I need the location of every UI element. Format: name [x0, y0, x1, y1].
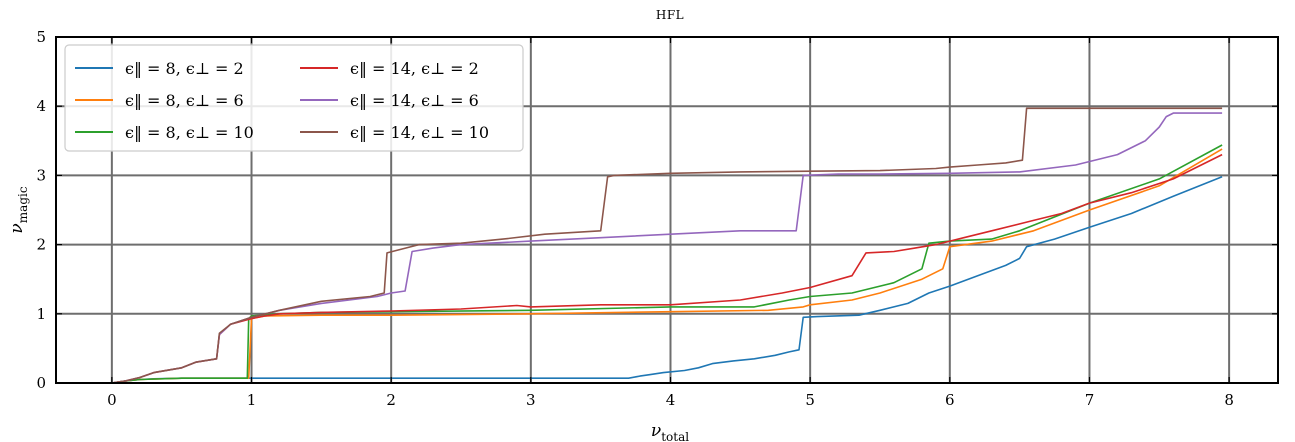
y-axis-label: νmagic: [7, 186, 30, 233]
y-axis-label-sub: magic: [16, 186, 30, 223]
grid: [56, 37, 1278, 383]
axis-ticks: 0 1 2 3 4 5 6 7 8 0 1 2 3 4 5: [36, 28, 1278, 409]
series-line-3: [111, 144, 1223, 384]
y-tick-label: 2: [36, 236, 46, 254]
series-line-2: [111, 148, 1223, 384]
series-line-1: [111, 176, 1223, 384]
y-tick-label: 1: [36, 305, 46, 323]
legend: ϵ‖ = 8, ϵ⊥ = 2 ϵ‖ = 8, ϵ⊥ = 6 ϵ‖ = 8, ϵ⊥ =…: [64, 44, 524, 152]
y-tick-label: 3: [36, 166, 46, 184]
y-tick-label: 0: [36, 374, 46, 392]
series-lines: [111, 107, 1223, 384]
x-tick-label: 3: [526, 391, 536, 409]
series-line-6: [111, 107, 1223, 384]
plot-frame: [55, 36, 1279, 384]
x-axis-label-main: ν: [651, 421, 661, 441]
x-tick-label: 1: [247, 391, 257, 409]
x-tick-label: 2: [386, 391, 396, 409]
x-tick-label: 8: [1224, 391, 1234, 409]
x-axis-label: νtotal: [651, 421, 689, 442]
legend-label: ϵ‖ = 8, ϵ⊥ = 6: [125, 91, 244, 110]
legend-box: [64, 44, 524, 152]
x-tick-label: 5: [805, 391, 815, 409]
x-tick-label: 7: [1085, 391, 1095, 409]
y-tick-label: 4: [36, 97, 46, 115]
legend-label: ϵ‖ = 8, ϵ⊥ = 2: [125, 59, 244, 78]
series-line-4: [111, 153, 1223, 384]
y-axis-label-group: νmagic: [7, 186, 30, 233]
legend-label: ϵ‖ = 8, ϵ⊥ = 10: [125, 123, 254, 142]
y-axis-label-main: ν: [7, 223, 27, 233]
x-tick-label: 6: [945, 391, 955, 409]
plot-border: [55, 36, 1279, 384]
series-line-5: [111, 112, 1223, 384]
y-tick-label: 5: [36, 28, 46, 46]
legend-label: ϵ‖ = 14, ϵ⊥ = 6: [350, 91, 479, 110]
legend-label: ϵ‖ = 14, ϵ⊥ = 10: [350, 123, 489, 142]
x-tick-label: 4: [666, 391, 676, 409]
x-axis-label-sub: total: [661, 430, 689, 442]
chart-title: HFL: [656, 8, 684, 22]
x-tick-label: 0: [107, 391, 117, 409]
legend-label: ϵ‖ = 14, ϵ⊥ = 2: [350, 59, 479, 78]
